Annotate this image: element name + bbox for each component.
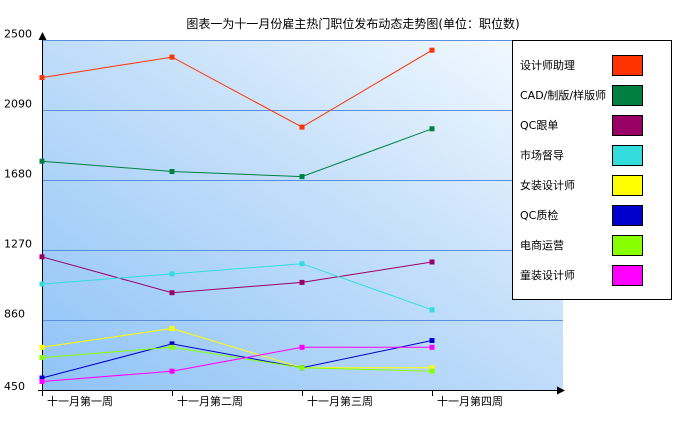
series-line	[41, 327, 432, 369]
y-tick-label: 1680	[4, 168, 32, 181]
legend-swatch	[612, 265, 643, 286]
legend-swatch	[612, 235, 643, 256]
legend-label: QC跟单	[520, 119, 558, 132]
series-line	[41, 263, 433, 311]
series-line	[41, 49, 433, 128]
legend-label: 市场督导	[520, 148, 564, 162]
x-tick-label: 十一月第三周	[307, 394, 373, 408]
y-axis-arrow	[38, 32, 47, 40]
series-group	[39, 47, 435, 384]
legend-label: 童装设计师	[520, 268, 575, 282]
series-point	[169, 169, 175, 174]
axes: 450 860 1270 1680 2090 2500 十一月第一周 十一月第二周 十一月第三周…	[4, 28, 565, 408]
series-point	[39, 355, 45, 361]
series-point	[39, 379, 45, 384]
series-point	[169, 341, 175, 347]
series-point	[169, 326, 175, 331]
grid-lines	[42, 40, 563, 321]
series-point	[39, 75, 45, 81]
series-point	[169, 271, 175, 277]
series-point	[429, 47, 435, 53]
series-point	[429, 126, 435, 132]
series-point	[429, 338, 435, 343]
series-point	[39, 281, 45, 287]
series-point	[39, 375, 45, 381]
x-tick-label: 十一月第二周	[177, 394, 243, 408]
series-point	[169, 290, 175, 296]
legend-swatch	[612, 205, 643, 226]
series-line	[41, 128, 433, 178]
series-point	[429, 344, 435, 350]
series-point	[169, 344, 175, 350]
legend-swatch	[612, 55, 643, 76]
legend-label: QC质检	[520, 208, 558, 222]
series-point	[299, 261, 305, 267]
x-tick-label: 十一月第四周	[437, 394, 503, 408]
y-tick-label: 450	[4, 380, 25, 393]
series-point	[39, 158, 45, 164]
x-axis-arrow	[557, 386, 565, 395]
series-point	[299, 124, 305, 130]
y-tick-label: 2500	[4, 28, 32, 41]
series-point	[429, 259, 435, 265]
series-point	[429, 368, 435, 374]
y-tick-label: 860	[4, 308, 25, 321]
plot-background	[42, 40, 563, 390]
series-point	[169, 368, 175, 374]
series-line	[41, 256, 433, 294]
series-point	[299, 344, 305, 350]
series-point	[299, 365, 305, 371]
legend-swatch	[612, 175, 643, 196]
series-line	[41, 340, 433, 379]
series-point	[39, 344, 45, 350]
x-tick-label: 十一月第一周	[47, 394, 113, 408]
legend-label: CAD/制版/样版师	[520, 88, 606, 102]
legend-label: 电商运营	[520, 238, 564, 252]
legend-swatch	[612, 115, 643, 136]
legend-swatch	[612, 145, 643, 166]
series-point	[39, 254, 45, 260]
legend-box	[512, 40, 672, 300]
series-point	[429, 365, 435, 371]
series-line	[41, 346, 433, 372]
series-line	[41, 346, 432, 382]
series-point	[429, 307, 435, 313]
legend-label: 女装设计师	[520, 178, 575, 192]
series-point	[169, 54, 175, 60]
legend-label: 设计师助理	[520, 58, 575, 72]
series-point	[299, 174, 305, 180]
chart-title: 图表一为十一月份雇主热门职位发布动态走势图(单位：职位数)	[186, 16, 519, 31]
legend-swatch	[612, 85, 643, 106]
y-tick-label: 1270	[4, 238, 32, 251]
series-point	[299, 279, 305, 285]
y-tick-label: 2090	[4, 98, 32, 111]
